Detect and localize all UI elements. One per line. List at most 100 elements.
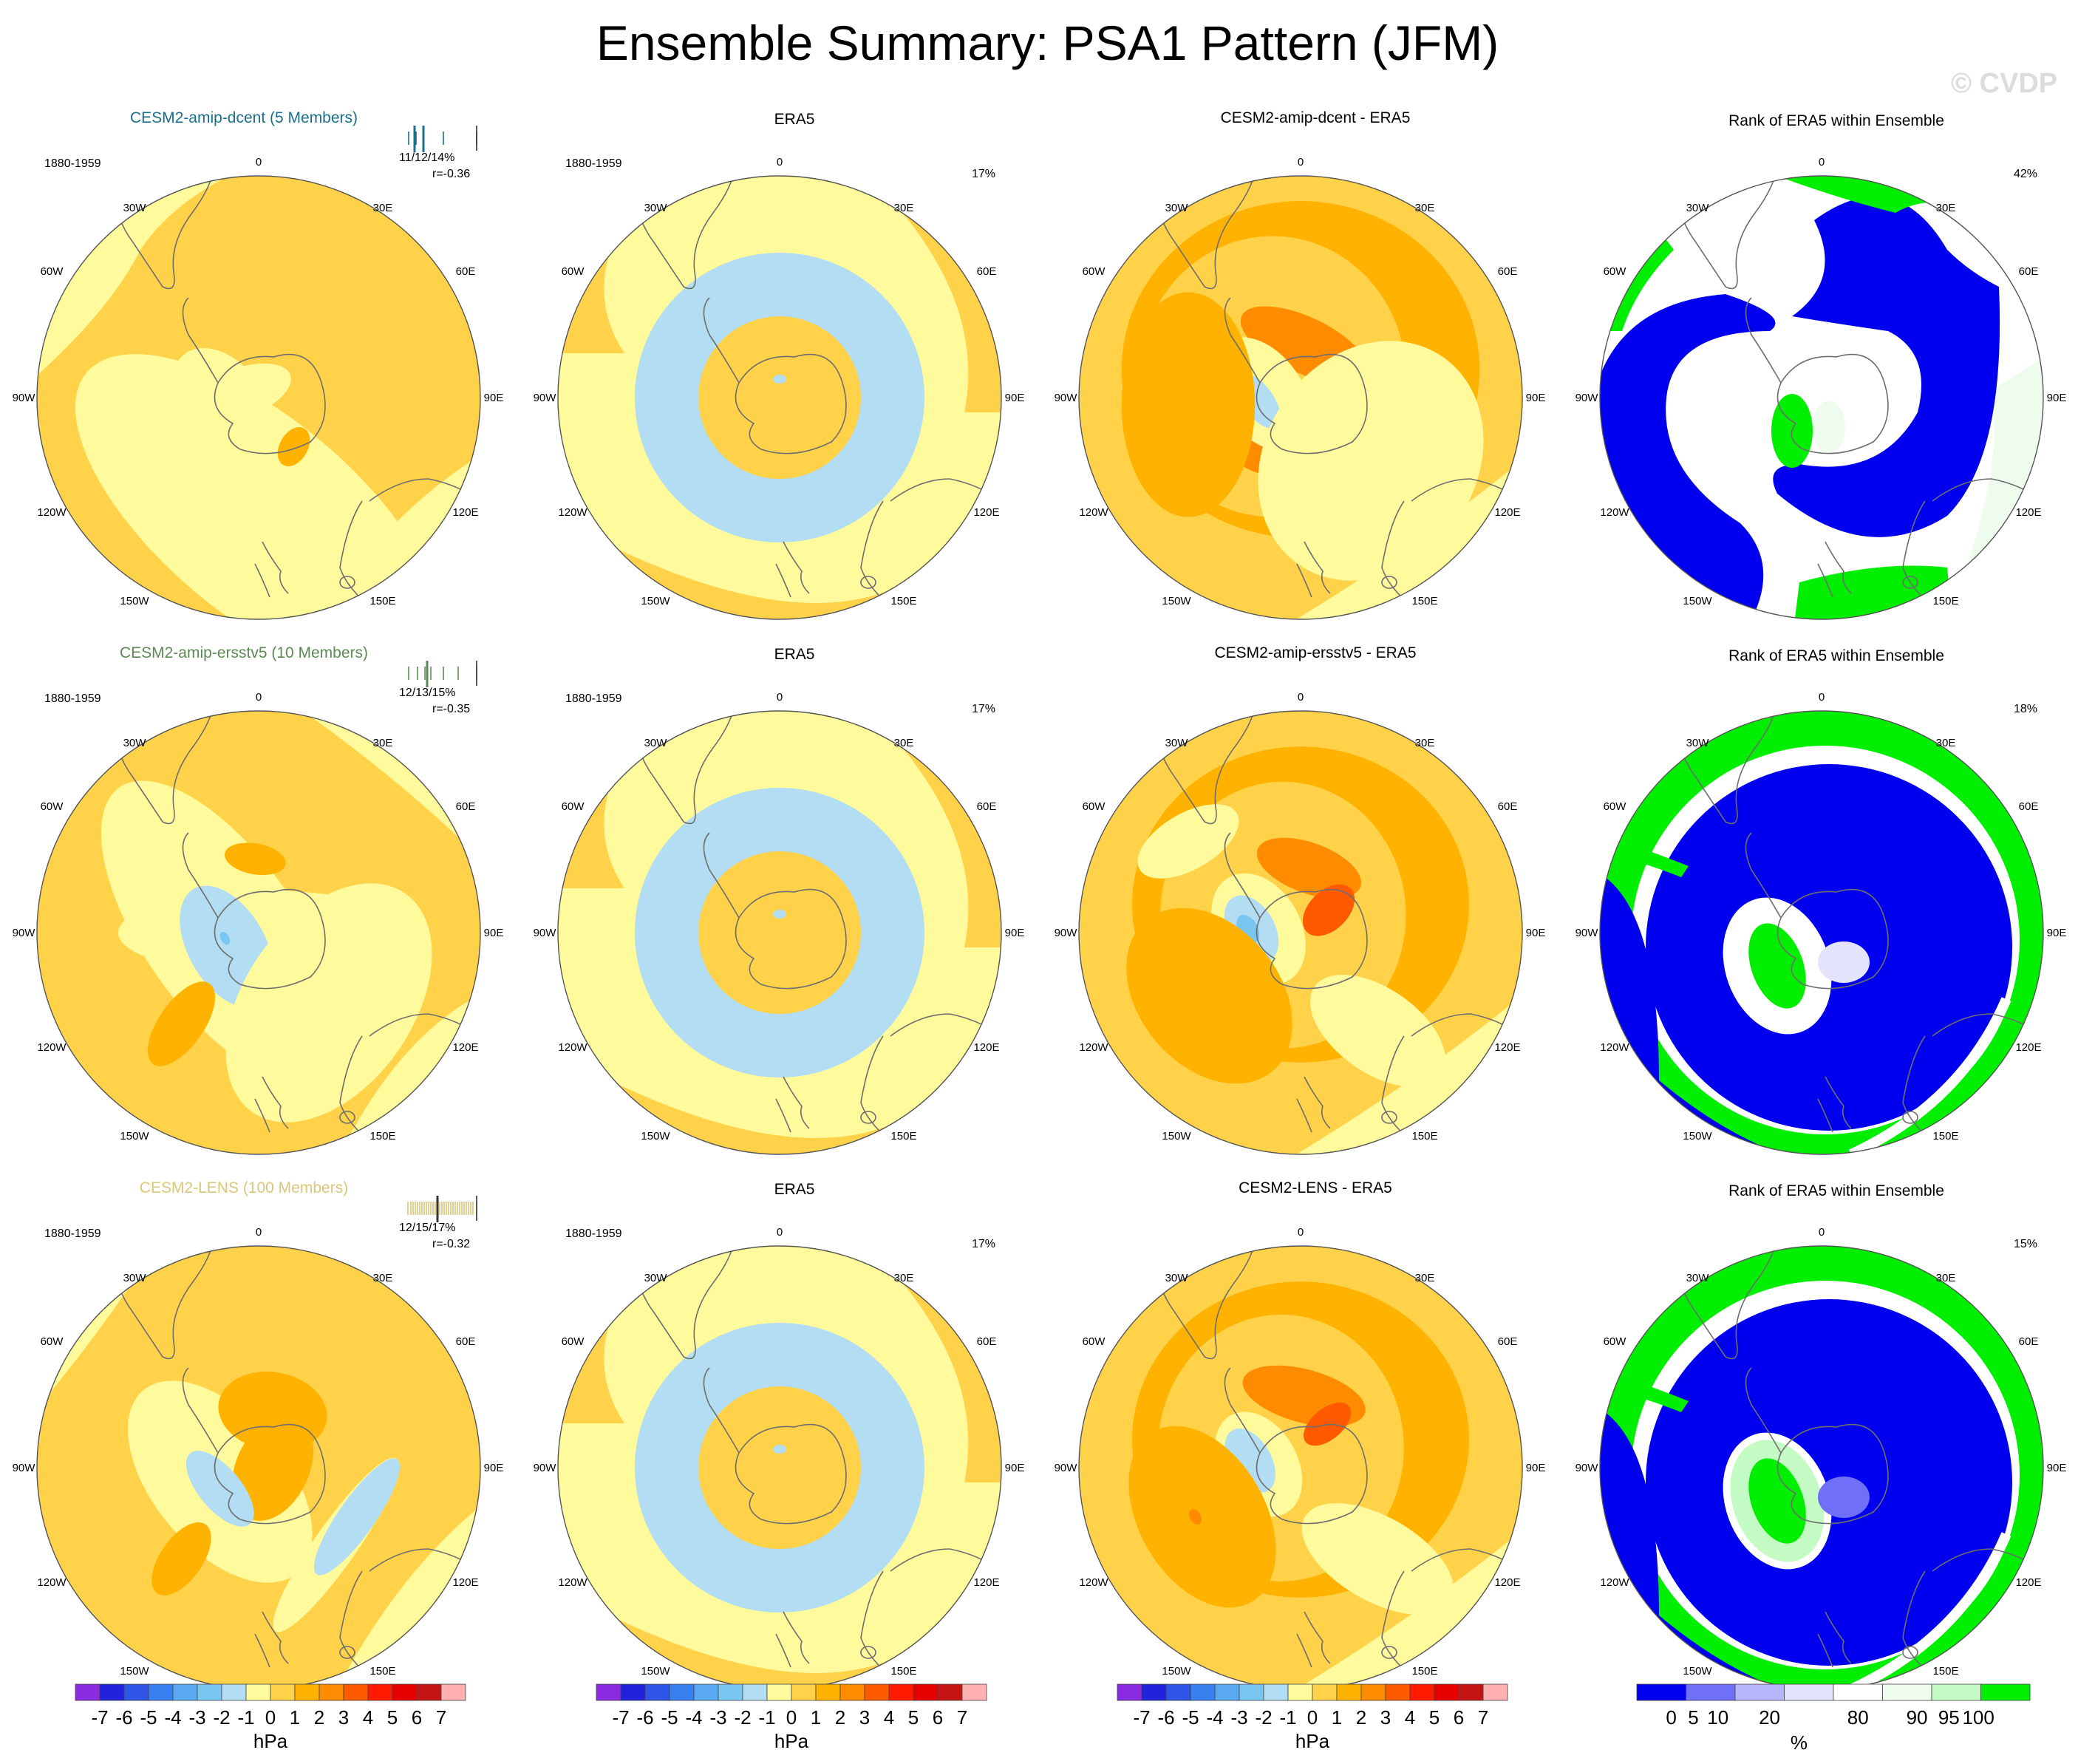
longitude-label: 90W [1055, 927, 1078, 939]
longitude-label: 60E [2019, 800, 2039, 813]
coastline-overlay [1676, 711, 2043, 1154]
colorbar-tick: 4 [1405, 1706, 1415, 1729]
diff-panel: 030E60E90E120E150E180150W120W90W60W30WCE… [1042, 637, 1565, 1171]
colorbar-swatch [1239, 1683, 1264, 1701]
years-label: 1880-1959 [44, 1227, 101, 1240]
colorbar-tick: 7 [1478, 1706, 1488, 1729]
colorbar-swatch [294, 1683, 320, 1701]
longitude-label: 120E [2015, 1041, 2041, 1054]
colorbar-swatch [1336, 1683, 1362, 1701]
rank-title: Rank of ERA5 within Ensemble [1728, 647, 1944, 664]
longitude-label: 30W [1686, 202, 1710, 214]
longitude-label: 150E [369, 1665, 395, 1678]
longitude-label: 0 [1819, 1226, 1825, 1239]
colorbar-tick: 2 [835, 1706, 845, 1729]
longitude-label: 120W [1600, 506, 1629, 519]
longitude-label: 120W [1079, 506, 1108, 519]
longitude-label: 60E [2019, 265, 2039, 278]
colorbar-swatch [791, 1683, 817, 1701]
longitude-label: 90E [2047, 392, 2067, 404]
longitude-label: 0 [1819, 156, 1825, 168]
colorbar-tick: 1 [1332, 1706, 1342, 1729]
longitude-label: 60W [1083, 1335, 1106, 1348]
colorbar-tick: 0 [1666, 1706, 1676, 1729]
colorbar-swatch [693, 1683, 719, 1701]
colorbar-tick: 0 [1307, 1706, 1318, 1729]
colorbar-tick: 1 [290, 1706, 300, 1729]
longitude-label: 60E [977, 265, 997, 278]
longitude-label: 90E [484, 392, 504, 404]
longitude-label: 90E [2047, 1462, 2067, 1474]
map-boundary [1599, 710, 2044, 1155]
longitude-label: 120E [1494, 1041, 1520, 1054]
colorbar-swatch [1636, 1683, 1686, 1701]
longitude-label: 150W [1683, 595, 1712, 607]
pct-variance-label: 17% [972, 168, 995, 180]
longitude-label: 30W [123, 737, 147, 749]
longitude-label: 30E [373, 1272, 393, 1284]
colorbar-tick: 5 [1688, 1706, 1698, 1729]
longitude-label: 120E [452, 1576, 478, 1589]
colorbar-tick: -4 [685, 1706, 702, 1729]
longitude-label: 60E [977, 1335, 997, 1348]
colorbar-tick: -5 [661, 1706, 678, 1729]
longitude-label: 60E [2019, 1335, 2039, 1348]
colorbar-units: hPa [774, 1730, 809, 1752]
longitude-label: 0 [777, 156, 783, 168]
map-boundary [36, 710, 481, 1155]
longitude-label: 90W [13, 1462, 36, 1474]
map-boundary [1078, 175, 1523, 620]
map-plot: 030E60E90E120E150E180150W120W90W60W30WER… [534, 646, 1024, 1155]
pct-label: 15% [2014, 1238, 2037, 1250]
longitude-label: 30W [644, 202, 668, 214]
colorbar-swatch [1409, 1683, 1435, 1701]
longitude-label: 30W [1165, 1272, 1189, 1284]
longitude-label: 150E [1411, 1130, 1437, 1142]
longitude-label: 120E [452, 1041, 478, 1054]
colorbar-swatch [864, 1683, 890, 1701]
longitude-label: 60W [1604, 265, 1627, 278]
longitude-label: 120W [1600, 1576, 1629, 1589]
colorbar-tick: -2 [1255, 1706, 1272, 1729]
colorbar-tick: 6 [412, 1706, 422, 1729]
longitude-label: 30E [1415, 1272, 1435, 1284]
longitude-label: 60E [456, 800, 476, 813]
longitude-label: 30E [1936, 202, 1956, 214]
obs-title: ERA5 [774, 646, 815, 663]
pct-variance-label: 17% [972, 1238, 995, 1250]
longitude-label: 0 [777, 1226, 783, 1239]
longitude-label: 120E [452, 506, 478, 519]
colorbar-tick: -2 [734, 1706, 751, 1729]
colorbar-swatch [1287, 1683, 1313, 1701]
colorbar-swatch [1214, 1683, 1240, 1701]
map-boundary [36, 175, 481, 620]
colorbar-tick: 1 [811, 1706, 821, 1729]
model-title: CESM2-amip-ersstv5 (10 Members) [120, 644, 368, 661]
longitude-label: 60W [41, 1335, 64, 1348]
years-label: 1880-1959 [44, 157, 101, 170]
longitude-label: 30E [894, 1272, 914, 1284]
colorbar-swatch [416, 1683, 442, 1701]
colorbar-swatch [1385, 1683, 1411, 1701]
colorbar-swatch [221, 1683, 247, 1701]
colorbar-swatch [1190, 1683, 1216, 1701]
longitude-label: 60E [456, 265, 476, 278]
map-plot: 030E60E90E120E150E180150W120W90W60W30WCE… [13, 644, 503, 1155]
diff-panel: 030E60E90E120E150E180150W120W90W60W30WCE… [1042, 1172, 1565, 1706]
map-plot: 030E60E90E120E150E180150W120W90W60W30WCE… [13, 1179, 503, 1690]
colorbar-tick: -6 [636, 1706, 653, 1729]
map-plot: 030E60E90E120E150E180150W120W90W60W30WRa… [1575, 1182, 2067, 1690]
longitude-label: 120E [2015, 506, 2041, 519]
colorbar-swatch [1312, 1683, 1338, 1701]
colorbar-swatch [123, 1683, 149, 1701]
longitude-label: 60E [456, 1335, 476, 1348]
colorbar-swatch [815, 1683, 841, 1701]
colorbar-tick: 5 [1429, 1706, 1440, 1729]
longitude-label: 30W [1686, 1272, 1710, 1284]
watermark: © CVDP [1951, 68, 2058, 99]
rank-title: Rank of ERA5 within Ensemble [1728, 112, 1944, 129]
longitude-label: 60E [1498, 1335, 1518, 1348]
longitude-label: 90E [1526, 927, 1546, 939]
longitude-label: 150W [1162, 1665, 1191, 1678]
longitude-label: 30E [1415, 737, 1435, 749]
